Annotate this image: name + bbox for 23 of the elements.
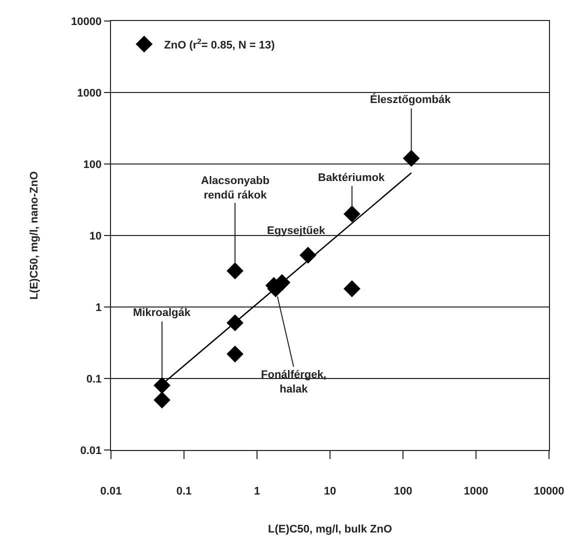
x-tick-label: 100 xyxy=(394,485,412,498)
annotation: Egysejtűek xyxy=(267,225,326,237)
y-tick-label: 10 xyxy=(89,230,102,242)
y-tick-label: 0.1 xyxy=(86,373,102,386)
y-tick-label: 0.01 xyxy=(80,444,102,457)
x-tick-label: 0.1 xyxy=(176,485,192,498)
x-tick-label: 10 xyxy=(324,485,336,498)
x-tick-label: 1 xyxy=(254,485,260,498)
y-tick-label: 1000 xyxy=(77,87,102,100)
y-axis-title: L(E)C50, mg/l, nano-ZnO xyxy=(28,170,41,300)
y-tick-label: 10000 xyxy=(71,16,102,28)
annotation: Alacsonyabb rendű rákok xyxy=(201,175,270,202)
y-tick-label: 1 xyxy=(96,302,102,314)
x-tick-label: 10000 xyxy=(534,485,564,498)
annotation: Élesztőgombák xyxy=(370,93,452,106)
annotation: Mikroalgák xyxy=(133,307,192,319)
legend-label: ZnO (r$^{2}$= 0.85, N = 13) xyxy=(164,36,276,52)
x-tick-label: 0.01 xyxy=(100,485,122,498)
annotation: Fonálférgek, halak xyxy=(261,369,326,396)
x-axis-title: L(E)C50, mg/l, bulk ZnO xyxy=(268,524,392,536)
annotation: Baktériumok xyxy=(318,172,386,184)
x-tick-label: 1000 xyxy=(464,485,488,498)
y-tick-label: 100 xyxy=(83,158,102,171)
